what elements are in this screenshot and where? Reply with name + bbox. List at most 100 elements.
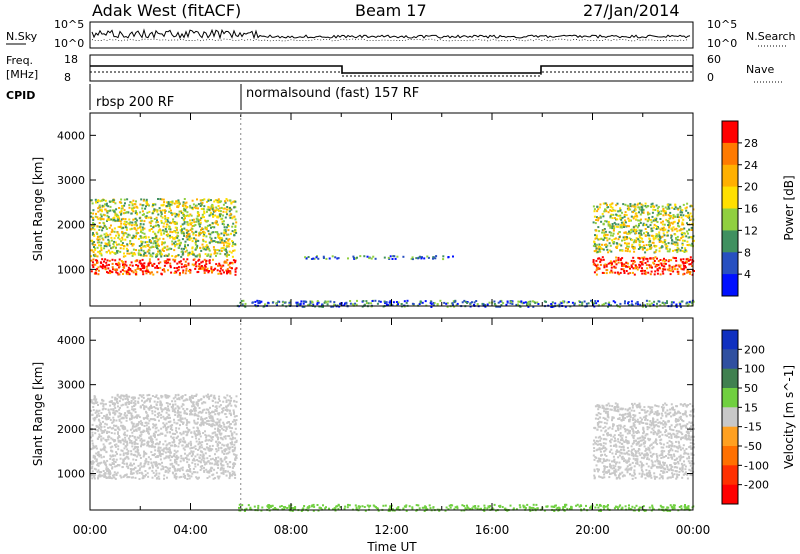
data-cell (102, 218, 105, 221)
data-cell (311, 300, 314, 303)
data-cell (164, 425, 167, 427)
data-cell (610, 269, 613, 272)
data-cell (104, 417, 107, 420)
data-cell (141, 240, 144, 243)
data-cell (195, 230, 198, 233)
data-cell (90, 467, 93, 470)
data-cell (325, 506, 327, 509)
data-cell (196, 426, 199, 429)
data-cell (529, 303, 532, 306)
data-cell (114, 241, 117, 244)
data-cell (217, 264, 219, 267)
data-cell (347, 257, 349, 260)
data-cell (162, 229, 165, 232)
data-cell (234, 422, 237, 425)
data-cell (150, 404, 152, 407)
data-cell (184, 204, 187, 207)
data-cell (220, 265, 223, 268)
data-cell (190, 237, 193, 240)
data-cell (218, 432, 221, 435)
data-cell (667, 213, 670, 216)
data-cell (216, 208, 218, 211)
data-cell (200, 265, 203, 267)
data-cell (481, 302, 484, 305)
data-cell (184, 272, 187, 275)
data-cell (124, 238, 127, 241)
data-cell (434, 257, 437, 260)
data-cell (182, 438, 185, 441)
data-cell (619, 214, 622, 217)
data-cell (164, 434, 167, 437)
data-cell (225, 244, 228, 247)
data-cell (180, 255, 183, 258)
data-cell (634, 208, 637, 211)
data-cell (156, 244, 159, 247)
data-cell (602, 202, 605, 205)
data-cell (676, 249, 679, 252)
data-cell (177, 409, 179, 412)
data-cell (229, 423, 232, 425)
data-cell (97, 207, 100, 210)
data-cell (328, 507, 330, 510)
data-cell (160, 204, 163, 207)
data-cell (195, 265, 198, 268)
data-cell (654, 265, 657, 268)
data-cell (595, 259, 598, 262)
data-cell (607, 206, 610, 209)
data-cell (158, 451, 161, 454)
data-cell (142, 429, 145, 432)
data-cell (140, 443, 143, 446)
data-cell (626, 245, 629, 248)
data-cell (604, 233, 607, 236)
data-cell (691, 258, 694, 261)
data-cell (209, 236, 212, 239)
data-cell (176, 262, 179, 265)
data-cell (196, 433, 198, 436)
data-cell (304, 256, 307, 259)
data-cell (110, 464, 112, 467)
data-cell (135, 235, 137, 238)
data-cell (420, 257, 423, 260)
data-cell (497, 301, 500, 304)
data-cell (184, 210, 187, 213)
data-cell (178, 398, 181, 401)
data-cell (624, 249, 627, 252)
data-cell (575, 504, 578, 507)
data-cell (669, 504, 672, 507)
data-cell (632, 211, 635, 214)
data-cell (157, 229, 160, 232)
data-cell (660, 227, 663, 230)
data-cell (178, 239, 181, 242)
data-cell (626, 204, 629, 207)
data-cell (140, 240, 143, 243)
data-cell (643, 304, 646, 307)
data-cell (234, 273, 237, 276)
data-cell (595, 249, 598, 252)
data-cell (685, 206, 688, 209)
data-cell (619, 302, 622, 305)
data-cell (228, 254, 230, 256)
data-cell (411, 258, 414, 261)
data-cell (632, 226, 635, 229)
data-cell (121, 438, 124, 441)
data-cell (135, 205, 138, 208)
data-cell (691, 242, 694, 245)
data-cell (113, 227, 116, 230)
data-cell (153, 454, 155, 457)
data-cell (157, 434, 159, 437)
data-cell (599, 260, 602, 263)
data-cell (211, 208, 214, 211)
data-cell (126, 250, 129, 252)
data-cell (356, 256, 358, 259)
data-cell (658, 250, 661, 253)
data-cell (690, 229, 693, 231)
data-cell (686, 240, 689, 243)
data-cell (185, 201, 188, 204)
data-cell (212, 411, 215, 414)
data-cell (590, 299, 593, 302)
data-cell (119, 453, 122, 456)
data-cell (177, 419, 180, 422)
data-cell (133, 226, 136, 229)
data-cell (596, 210, 599, 213)
data-cell (113, 268, 116, 271)
